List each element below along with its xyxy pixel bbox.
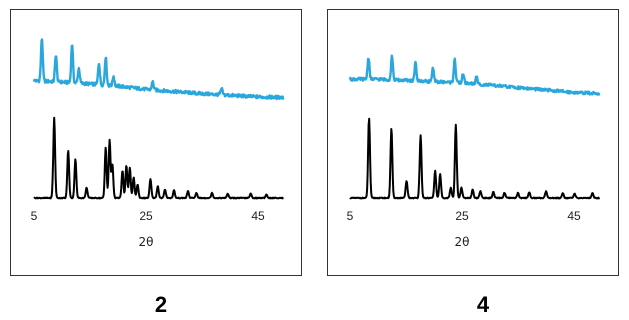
series-upper-line — [348, 54, 601, 96]
x-tick-label: 25 — [139, 209, 153, 223]
x-tick-label: 5 — [347, 209, 354, 223]
xrd-panel-4: 5 25 45 2θ — [327, 9, 619, 276]
x-tick-label: 5 — [31, 209, 38, 223]
x-axis-label: 2θ — [139, 235, 154, 249]
panel-caption-4: 4 — [476, 292, 490, 317]
x-tick-label: 25 — [455, 209, 469, 223]
xrd-plot-4: 5 25 45 2θ — [347, 54, 601, 249]
xrd-panel-2: 5 25 45 2θ — [10, 9, 302, 276]
panel-caption-2: 2 — [154, 292, 168, 317]
x-tick-label: 45 — [567, 209, 581, 223]
series-lower-line — [33, 116, 284, 200]
series-lower-line — [349, 117, 601, 200]
x-tick-label: 45 — [251, 209, 265, 223]
xrd-plot-2: 5 25 45 2θ — [31, 38, 285, 249]
x-axis-label: 2θ — [455, 235, 470, 249]
series-upper-line — [32, 38, 285, 101]
